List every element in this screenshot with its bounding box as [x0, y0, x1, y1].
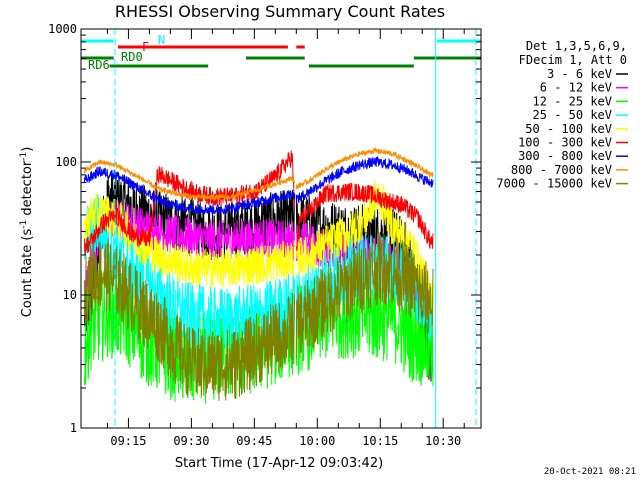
x-tick-label: 09:15	[110, 434, 146, 448]
flag-label: F	[142, 40, 149, 54]
series-9	[83, 232, 434, 401]
y-label-end: )	[20, 147, 35, 152]
y-axis-label: Count Rate (s-1 detector-1)	[19, 147, 35, 318]
legend-label: 50 - 100 keV	[525, 122, 612, 136]
y-tick-label: 10	[63, 288, 77, 302]
legend-label: 100 - 300 keV	[518, 136, 612, 150]
legend-label: 12 - 25 keV	[533, 94, 612, 108]
series-trace	[83, 238, 296, 401]
y-tick-label: 100	[55, 155, 77, 169]
y-label-mid: detector	[20, 160, 35, 220]
legend-label: 300 - 800 keV	[518, 149, 612, 163]
x-tick-label: 10:15	[362, 434, 398, 448]
y-label-sup1: -1	[19, 220, 29, 229]
legend-label: 3 - 6 keV	[547, 67, 612, 81]
series-trace	[296, 155, 434, 206]
series-8	[83, 146, 434, 202]
flag-label: RD6	[88, 58, 110, 72]
y-tick-label: 1000	[48, 22, 77, 36]
series-trace	[295, 146, 434, 190]
y-tick-label: 1	[70, 421, 77, 435]
series-trace	[83, 193, 296, 288]
series-trace	[295, 179, 434, 315]
flag-label: RD0	[121, 50, 143, 64]
series-5	[83, 179, 434, 315]
series-trace	[83, 165, 296, 216]
footer-date: 20-Oct-2021 08:21	[544, 467, 636, 477]
y-axis: 1 10 100 1000	[48, 22, 481, 435]
legend: Det 1,3,5,6,9, FDecim 1, Att 0 3 - 6 keV…	[496, 39, 628, 191]
x-tick-label: 09:30	[173, 434, 209, 448]
series-layer	[83, 146, 434, 404]
series-trace	[83, 159, 296, 202]
x-tick-label: 09:45	[236, 434, 272, 448]
flag-label: N	[158, 33, 165, 47]
legend-label: 800 - 7000 keV	[511, 163, 612, 177]
x-tick-label: 10:00	[299, 434, 335, 448]
legend-label: 6 - 12 keV	[540, 81, 612, 95]
y-label-sup2: -1	[19, 152, 29, 161]
legend-label: 7000 - 15000 keV	[496, 177, 612, 191]
series-trace	[295, 232, 434, 359]
legend-header-line1: Det 1,3,5,6,9,	[526, 39, 627, 53]
chart-title: RHESSI Observing Summary Count Rates	[115, 2, 445, 21]
x-axis-label: Start Time (17-Apr-12 09:03:42)	[175, 456, 383, 471]
legend-label: 25 - 50 keV	[533, 108, 612, 122]
x-tick-label: 10:30	[425, 434, 461, 448]
plot-frame	[80, 28, 482, 429]
y-label-main: Count Rate (s	[20, 229, 35, 318]
legend-header-line2: FDecim 1, Att 0	[519, 53, 627, 67]
x-axis: 09:15 09:30 09:45 10:00 10:15 10:30	[106, 29, 465, 448]
series-trace	[295, 182, 434, 251]
series-7	[83, 155, 434, 216]
